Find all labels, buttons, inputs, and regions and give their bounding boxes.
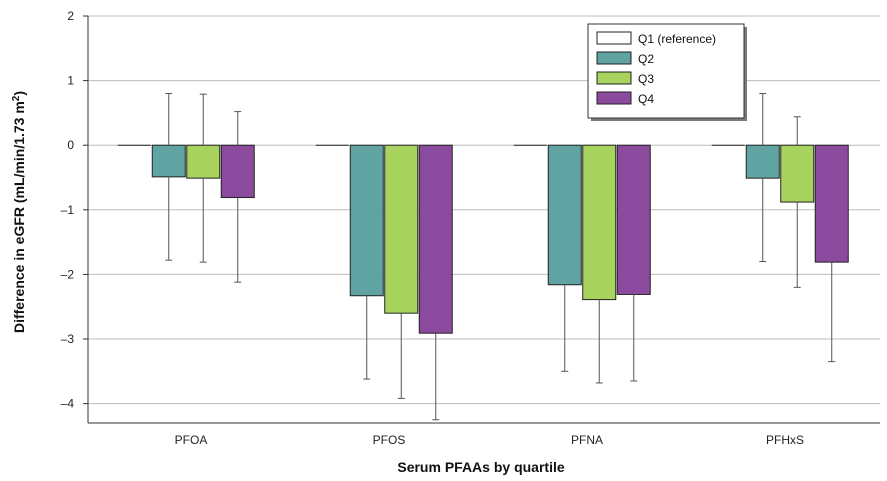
bar-q4-pfoa — [220, 144, 255, 199]
legend-swatch-q1 — [596, 31, 632, 45]
y-tick-label: 2 — [67, 9, 74, 23]
bar-q2-pfoa — [151, 144, 186, 178]
bar-q2-pfna — [547, 144, 582, 286]
y-tick-label: –3 — [61, 332, 75, 346]
legend-swatch-q2 — [596, 51, 632, 65]
y-tick-label: 1 — [67, 74, 74, 88]
x-tick-label-pfna: PFNA — [571, 433, 603, 447]
bar-q2-pfos — [349, 144, 384, 297]
y-axis-title-close: ) — [11, 91, 27, 96]
y-tick-labels: 2 1 0 –1 –2 –3 –4 — [61, 9, 75, 411]
bar-q3-pfna — [582, 144, 617, 301]
y-tick-label: 0 — [67, 138, 74, 152]
x-tick-label-pfos: PFOS — [373, 433, 406, 447]
x-axis-title: Serum PFAAs by quartile — [397, 459, 564, 475]
bar-q3-pfoa — [186, 144, 221, 179]
legend-swatch-q3 — [596, 71, 632, 85]
bar-q4-pfhxs — [814, 144, 849, 263]
legend: Q1 (reference) Q2 Q3 Q4 — [587, 23, 747, 121]
y-tick-label: –1 — [61, 203, 75, 217]
legend-swatch-q4 — [596, 91, 632, 105]
bars-layer — [117, 144, 849, 334]
axes — [83, 15, 880, 424]
x-tick-label-pfhxs: PFHxS — [766, 433, 804, 447]
y-axis-title: Difference in eGFR (mL/min/1.73 m2) — [11, 91, 28, 333]
bar-q3-pfhxs — [780, 144, 815, 203]
legend-label-q3: Q3 — [638, 72, 654, 86]
error-bars-layer — [165, 93, 836, 421]
y-axis-title-superscript: 2 — [11, 95, 22, 101]
y-axis-title-main: Difference in eGFR (mL/min/1.73 m — [11, 101, 27, 333]
legend-label-q4: Q4 — [638, 92, 654, 106]
gridlines — [88, 15, 880, 405]
bar-q4-pfos — [418, 144, 453, 334]
y-tick-label: –2 — [61, 267, 75, 281]
bar-q3-pfos — [384, 144, 419, 314]
bar-q4-pfna — [616, 144, 651, 295]
x-tick-labels: PFOA PFOS PFNA PFHxS — [175, 433, 804, 447]
y-tick-label: –4 — [61, 397, 75, 411]
legend-label-q1: Q1 (reference) — [638, 32, 716, 46]
bar-q2-pfhxs — [745, 144, 780, 179]
x-tick-label-pfoa: PFOA — [175, 433, 208, 447]
legend-label-q2: Q2 — [638, 52, 654, 66]
